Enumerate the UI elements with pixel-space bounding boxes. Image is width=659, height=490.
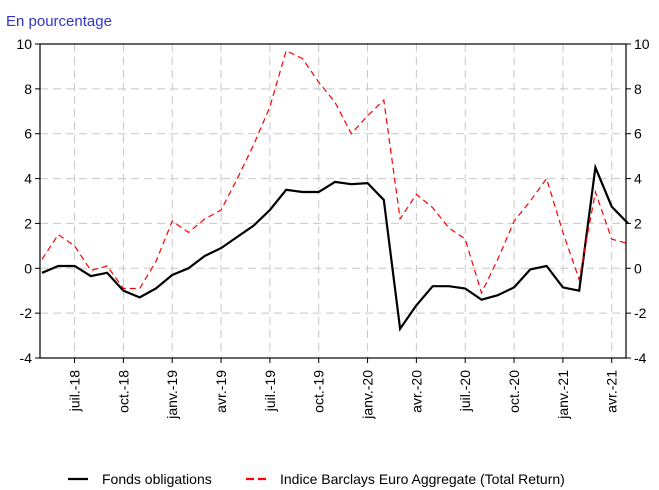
legend-label: Indice Barclays Euro Aggregate (Total Re… (280, 471, 565, 487)
x-tick-label: oct.-18 (115, 370, 131, 413)
y-tick-label: 4 (24, 171, 32, 187)
x-tick-label: avr.-20 (408, 370, 424, 413)
y-tick-label: 2 (24, 215, 32, 231)
x-tick-label: juil.-19 (262, 370, 278, 412)
x-tick-label: janv.-20 (360, 370, 376, 420)
y2-tick-label: 6 (634, 126, 642, 142)
series-line (41, 163, 629, 332)
plot-frame (39, 43, 627, 359)
series-line (41, 49, 629, 295)
x-tick-label: janv.-19 (164, 370, 180, 420)
x-tick-label: avr.-21 (604, 370, 620, 413)
y-tick-label: -4 (20, 350, 33, 366)
legend-label: Fonds obligations (102, 471, 212, 487)
x-tick-label: janv.-21 (555, 370, 571, 420)
y2-tick-label: 2 (634, 215, 642, 231)
y-tick-label: 6 (24, 126, 32, 142)
y-tick-label: -2 (20, 305, 33, 321)
y2-tick-label: -4 (634, 350, 647, 366)
x-tick-label: juil.-18 (67, 370, 83, 412)
x-tick-label: avr.-19 (213, 370, 229, 413)
y2-tick-label: 10 (634, 36, 650, 52)
y-tick-label: 8 (24, 81, 32, 97)
y-tick-label: 10 (16, 36, 32, 52)
y2-tick-label: 0 (634, 260, 642, 276)
y2-tick-label: 4 (634, 171, 642, 187)
chart-subtitle: En pourcentage (6, 13, 112, 30)
x-tick-label: juil.-20 (457, 370, 473, 412)
y2-tick-label: 8 (634, 81, 642, 97)
y-tick-label: 0 (24, 260, 32, 276)
y2-tick-label: -2 (634, 305, 647, 321)
x-tick-label: oct.-19 (311, 370, 327, 413)
x-tick-label: oct.-20 (506, 370, 522, 413)
